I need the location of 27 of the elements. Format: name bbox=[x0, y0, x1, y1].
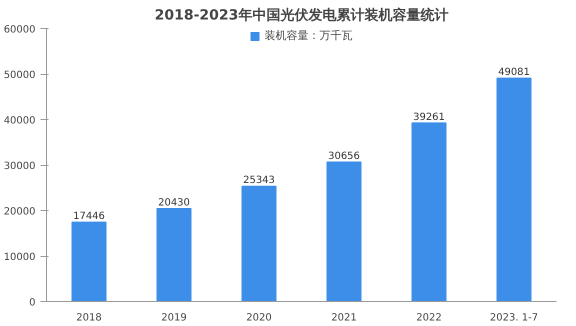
y-tick-label: 60000 bbox=[4, 24, 36, 36]
data-label: 25343 bbox=[243, 175, 275, 186]
x-tick-label: 2019 bbox=[161, 312, 187, 324]
x-tick-label: 2021 bbox=[331, 312, 357, 324]
bar bbox=[412, 122, 446, 302]
y-tick-label: 20000 bbox=[4, 206, 36, 218]
x-tick-label: 2018 bbox=[76, 312, 102, 324]
y-tick-label: 10000 bbox=[4, 252, 36, 263]
data-label: 49081 bbox=[498, 67, 530, 78]
data-label: 20430 bbox=[158, 198, 190, 209]
y-tick-label: 40000 bbox=[4, 116, 36, 126]
y-tick-label: 0 bbox=[29, 298, 36, 308]
y-tick-label: 50000 bbox=[4, 70, 36, 81]
bar bbox=[242, 186, 276, 302]
legend-label: 装机容量：万千瓦 bbox=[264, 28, 352, 43]
y-tick-label: 30000 bbox=[4, 161, 36, 172]
bar bbox=[72, 222, 106, 302]
data-label: 17446 bbox=[73, 211, 105, 222]
x-tick-label: 2023. 1-7 bbox=[490, 312, 538, 324]
bar bbox=[496, 78, 532, 302]
bar bbox=[326, 162, 362, 302]
data-label: 39261 bbox=[413, 112, 445, 123]
data-label: 30656 bbox=[328, 151, 360, 162]
bar bbox=[156, 208, 192, 302]
x-tick-label: 2020 bbox=[246, 312, 272, 324]
chart-title: 2018-2023年中国光伏发电累计装机容量统计 bbox=[154, 6, 448, 24]
x-tick-label: 2022 bbox=[416, 312, 442, 324]
